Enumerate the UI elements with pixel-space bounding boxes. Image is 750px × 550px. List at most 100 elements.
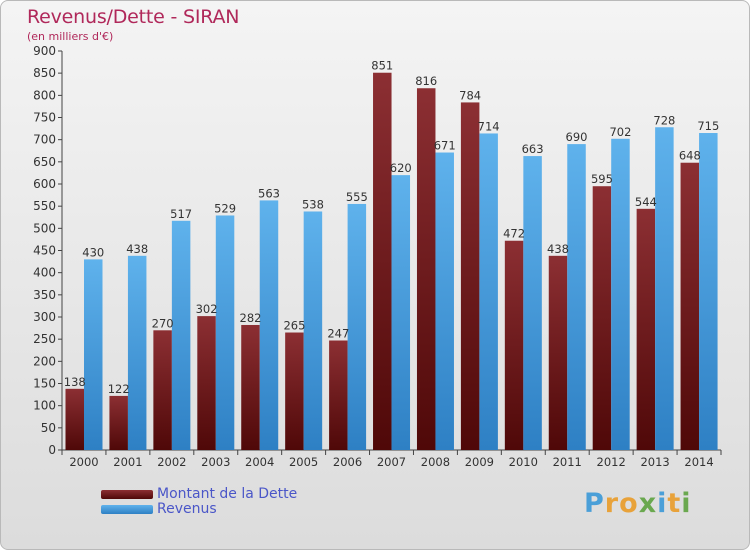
- data-label: 702: [609, 125, 631, 139]
- bar-revenus: [391, 175, 411, 450]
- x-tick-label: 2012: [597, 455, 626, 469]
- data-label: 270: [152, 316, 174, 330]
- bar-revenus: [567, 144, 586, 450]
- bar-dette: [548, 255, 568, 450]
- data-label: 302: [196, 302, 218, 316]
- bar-dette: [680, 162, 700, 450]
- data-label: 138: [64, 375, 86, 389]
- logo-letter: t: [667, 488, 682, 519]
- data-label: 438: [547, 242, 569, 256]
- bar-dette: [241, 324, 260, 450]
- x-tick-label: 2004: [245, 455, 274, 469]
- logo-letter: P: [584, 488, 605, 519]
- y-tick-label: 800: [33, 88, 56, 102]
- data-label: 544: [635, 195, 657, 209]
- y-tick-label: 200: [33, 354, 56, 368]
- data-label: 265: [283, 319, 305, 333]
- data-label: 517: [170, 207, 192, 221]
- x-tick-label: 2011: [553, 455, 582, 469]
- legend-label-dette: Montant de la Dette: [157, 486, 298, 502]
- y-tick-label: 450: [33, 244, 56, 258]
- bar-dette: [109, 395, 128, 450]
- x-tick-label: 2014: [684, 455, 713, 469]
- logo-letter: o: [619, 488, 639, 519]
- data-label: 648: [679, 149, 701, 163]
- bar-dette: [329, 340, 348, 450]
- legend-swatch-dette: [101, 490, 153, 499]
- logo-letter: r: [604, 488, 620, 519]
- data-label: 851: [371, 59, 393, 73]
- data-label: 472: [503, 227, 525, 241]
- x-tick-label: 2009: [465, 455, 494, 469]
- data-label: 784: [459, 88, 481, 102]
- data-label: 529: [214, 201, 236, 215]
- data-label: 816: [415, 74, 437, 88]
- data-label: 247: [327, 326, 349, 340]
- logo-letter: i: [657, 488, 668, 519]
- data-label: 555: [346, 190, 368, 204]
- logo-letter: i: [681, 488, 692, 519]
- bar-dette: [65, 388, 84, 450]
- proxiti-logo: Proxiti: [584, 488, 692, 519]
- x-tick-label: 2001: [113, 455, 142, 469]
- y-tick-label: 650: [33, 155, 56, 169]
- y-tick-label: 150: [33, 377, 56, 391]
- y-tick-label: 850: [33, 66, 56, 80]
- chart-title: Revenus/Dette - SIRAN: [27, 6, 240, 28]
- bar-revenus: [259, 200, 279, 450]
- y-tick-label: 550: [33, 199, 56, 213]
- y-tick-label: 100: [33, 399, 56, 413]
- value-labels: 138 122 270 302 282 265 247 851 816 784 472 438 595 5…: [64, 59, 720, 396]
- bar-dette: [504, 240, 524, 450]
- bar-dette: [153, 330, 172, 450]
- y-tick-label: 300: [33, 310, 56, 324]
- bar-dette: [636, 208, 656, 450]
- data-label: 728: [653, 113, 675, 127]
- data-label: 538: [302, 197, 324, 211]
- y-tick-label: 700: [33, 133, 56, 147]
- data-label: 715: [697, 119, 719, 133]
- bar-revenus: [215, 215, 235, 450]
- data-label: 563: [258, 186, 280, 200]
- y-tick-label: 250: [33, 332, 56, 346]
- bar-dette: [197, 316, 216, 450]
- bar-revenus: [171, 220, 191, 450]
- data-label: 671: [434, 139, 456, 153]
- x-tick-label: 2008: [421, 455, 450, 469]
- bar-dette: [373, 72, 392, 451]
- bar-dette: [285, 332, 304, 450]
- bar-revenus: [523, 156, 542, 450]
- x-tick-label: 2007: [377, 455, 406, 469]
- bar-revenus: [435, 152, 454, 451]
- x-tick-label: 2000: [69, 455, 98, 469]
- bar-dette: [416, 88, 436, 451]
- bar-revenus: [479, 133, 498, 450]
- data-label: 430: [82, 245, 104, 259]
- logo-letter: x: [638, 488, 658, 519]
- bar-revenus: [347, 203, 367, 450]
- x-tick-label: 2006: [333, 455, 362, 469]
- y-tick-label: 600: [33, 177, 56, 191]
- bars: [65, 72, 718, 451]
- data-label: 438: [126, 242, 148, 256]
- y-tick-label: 750: [33, 111, 56, 125]
- data-label: 595: [591, 172, 613, 186]
- x-tick-label: 2010: [509, 455, 538, 469]
- bar-revenus: [127, 255, 147, 450]
- data-label: 620: [390, 161, 412, 175]
- bar-dette: [460, 102, 480, 450]
- bar-revenus: [303, 211, 323, 450]
- bar-revenus: [611, 138, 630, 450]
- legend-label-revenus: Revenus: [157, 501, 217, 517]
- y-tick-label: 50: [41, 421, 56, 435]
- x-tick-label: 2003: [201, 455, 230, 469]
- legend-swatch-revenus: [101, 505, 153, 514]
- data-label: 282: [240, 311, 262, 325]
- y-tick-label: 0: [48, 443, 56, 457]
- y-tick-label: 350: [33, 288, 56, 302]
- data-label: 663: [522, 142, 544, 156]
- bar-revenus: [655, 127, 674, 451]
- data-label: 690: [566, 130, 588, 144]
